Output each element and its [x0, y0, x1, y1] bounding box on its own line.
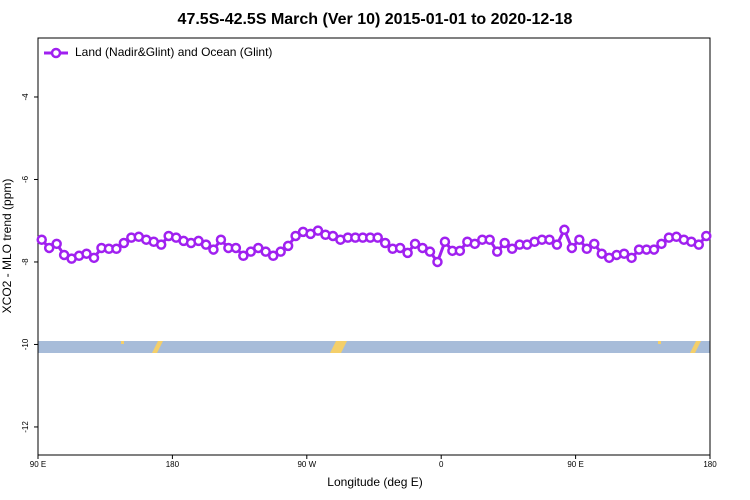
chart-title: 47.5S-42.5S March (Ver 10) 2015-01-01 to… — [178, 11, 573, 28]
legend-label: Land (Nadir&Glint) and Ocean (Glint) — [75, 45, 272, 59]
x-tick-label: 180 — [166, 460, 180, 469]
y-tick-label: -4 — [21, 93, 30, 101]
data-point — [484, 234, 495, 245]
data-point — [81, 248, 92, 259]
legend: Land (Nadir&Glint) and Ocean (Glint) — [44, 45, 272, 59]
data-point — [566, 242, 578, 254]
data-point — [559, 224, 570, 236]
land-ocean-strip — [38, 341, 710, 353]
data-point — [432, 256, 443, 268]
data-point — [372, 232, 383, 243]
data-point — [215, 234, 227, 245]
legend-marker — [50, 47, 62, 59]
data-point — [267, 250, 279, 262]
data-point — [394, 242, 406, 254]
data-point — [379, 237, 391, 249]
data-point — [402, 247, 413, 259]
data-point — [282, 240, 294, 252]
data-point — [43, 242, 55, 254]
data-point — [200, 239, 212, 250]
data-point — [88, 252, 100, 264]
data-point — [118, 237, 130, 249]
data-point — [693, 239, 705, 250]
data-point — [238, 250, 249, 262]
data-point — [454, 245, 466, 257]
data-point — [439, 236, 451, 248]
data-point — [656, 238, 667, 250]
y-tick-label: -12 — [21, 421, 30, 433]
data-point — [626, 252, 637, 264]
data-point — [574, 234, 585, 245]
data-point — [544, 234, 555, 245]
x-tick-label: 90 W — [297, 460, 316, 469]
data-point — [589, 238, 600, 250]
data-point — [618, 248, 630, 259]
data-point — [581, 243, 593, 255]
data-point — [506, 243, 518, 255]
x-tick-label: 90 E — [567, 460, 583, 469]
data-point — [409, 238, 421, 250]
data-point — [51, 238, 62, 250]
data-point — [275, 246, 286, 257]
x-tick-label: 90 E — [30, 460, 46, 469]
plot-frame — [37, 37, 711, 456]
data-point — [36, 234, 47, 245]
data-point — [499, 237, 510, 249]
x-tick-label: 180 — [703, 460, 717, 469]
data-point — [469, 238, 481, 250]
x-axis-label: Longitude (deg E) — [327, 475, 422, 489]
data-point — [290, 230, 301, 242]
y-tick-label: -6 — [21, 175, 30, 183]
data-point — [260, 246, 271, 257]
land-patches — [121, 341, 701, 353]
data-point — [111, 243, 122, 255]
data-point — [701, 230, 712, 242]
data-point — [312, 225, 324, 236]
data-point — [208, 244, 219, 255]
data-point — [155, 239, 167, 250]
x-tick-label: 0 — [439, 460, 444, 469]
y-tick-label: -10 — [21, 338, 30, 350]
data-point — [648, 244, 660, 255]
data-point — [230, 242, 242, 254]
data-point — [424, 246, 436, 257]
data-point — [551, 239, 563, 250]
y-axis-label: XCO2 - MLO trend (ppm) — [0, 179, 14, 314]
y-tick-label: -8 — [21, 258, 30, 266]
data-point — [491, 246, 503, 257]
data-point — [596, 248, 607, 259]
